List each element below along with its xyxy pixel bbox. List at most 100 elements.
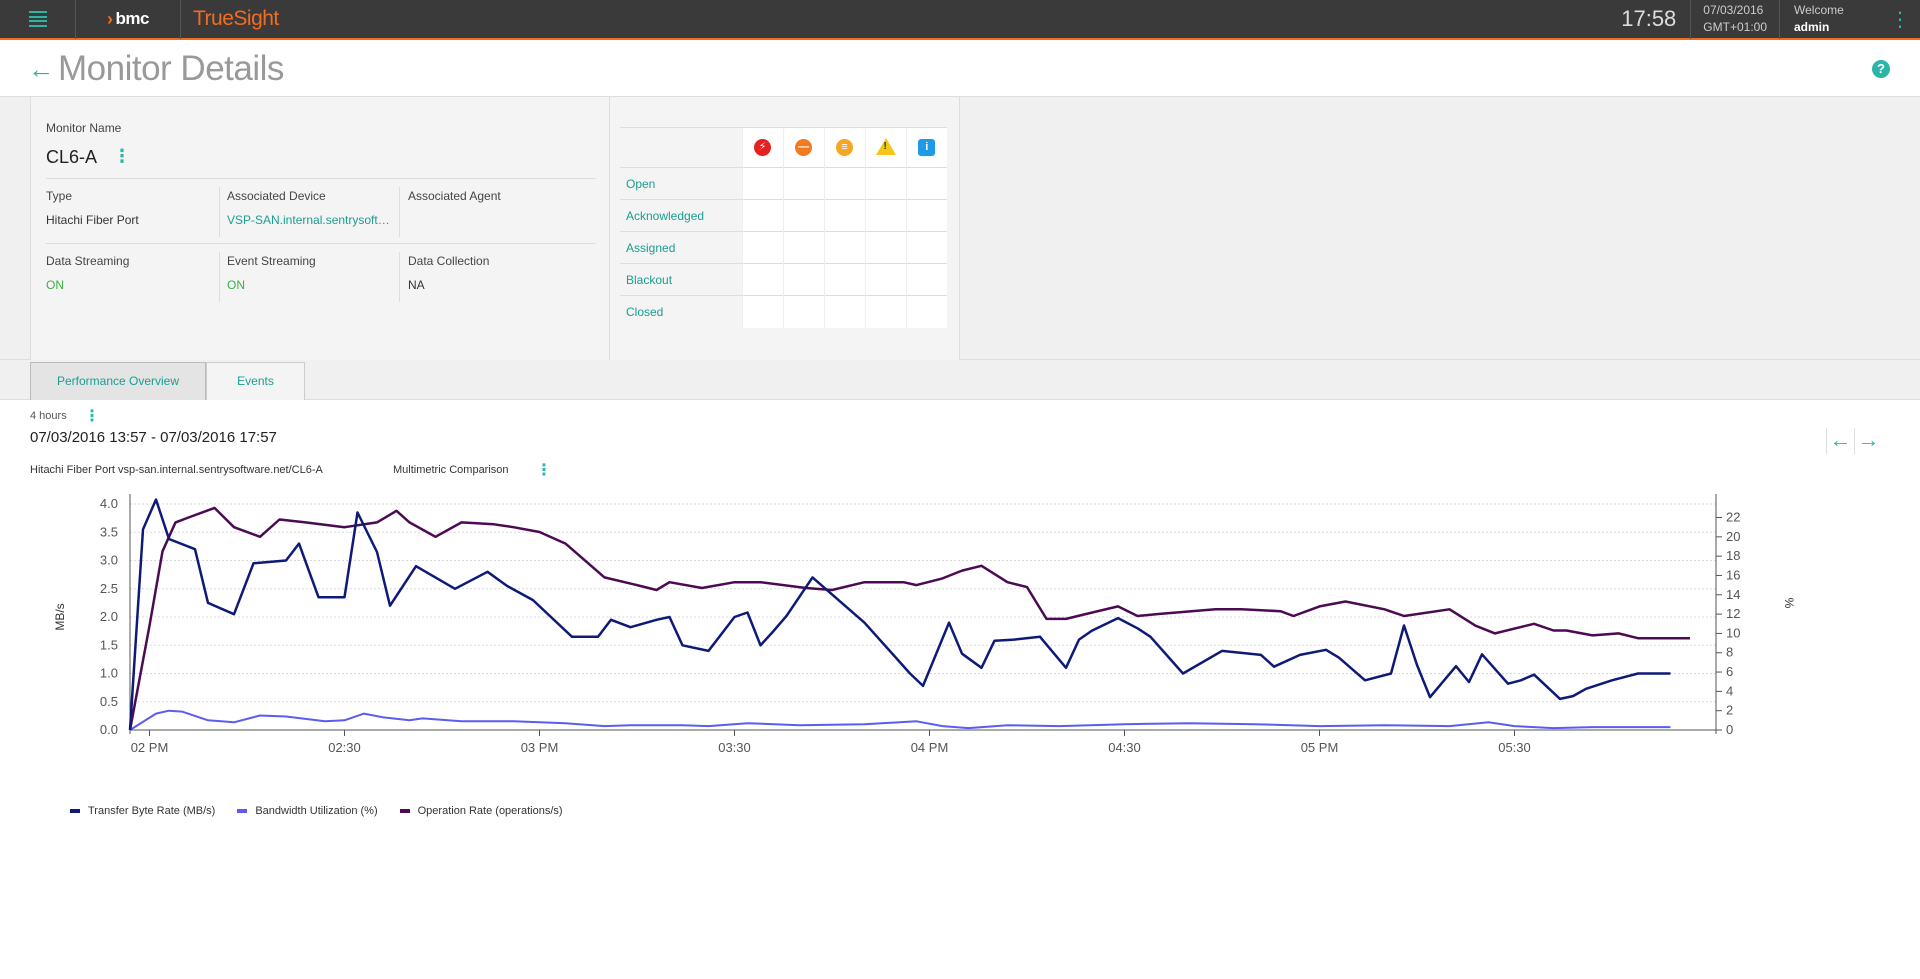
event-count-cell[interactable] [864,231,906,264]
minor-icon: ≡ [836,139,853,156]
chart-subtitle: Hitachi Fiber Port vsp-san.internal.sent… [30,464,323,476]
event-status-label[interactable]: Closed [620,295,742,328]
event-streaming-cell: Event Streaming ON [227,244,407,294]
event-count-cell[interactable] [782,263,824,296]
event-count-cell[interactable] [782,199,824,232]
event-count-cell[interactable] [864,295,906,328]
page-header: ← Monitor Details ? [0,42,1920,97]
x-tick-label: 04 PM [911,740,949,755]
time-range-options-icon[interactable]: ⋮ [84,408,100,425]
event-status-label[interactable]: Open [620,167,742,200]
x-tick-label: 04:30 [1108,740,1141,755]
previous-period-icon[interactable]: ← [1826,428,1854,454]
x-tick-label: 05 PM [1301,740,1339,755]
y-tick-label: 1.5 [100,637,118,652]
event-count-cell[interactable] [782,167,824,200]
page-title: Monitor Details [58,49,284,88]
event-row-closed: Closed [620,295,947,328]
event-count-cell[interactable] [823,231,865,264]
major-icon: — [795,139,812,156]
legend-label: Operation Rate (operations/s) [417,805,563,817]
user-block[interactable]: Welcome admin [1780,2,1880,36]
event-count-cell[interactable] [741,295,783,328]
y2-tick-label: 10 [1726,625,1740,640]
event-count-cell[interactable] [823,295,865,328]
event-count-cell[interactable] [782,295,824,328]
help-icon[interactable]: ? [1872,60,1890,78]
divider [219,187,220,237]
event-summary-table: ⚡ — ≡ ! i Open Acknowledged Assigned Bla… [620,127,947,328]
comparison-options-icon[interactable]: ⋮ [536,462,552,479]
event-status-label[interactable]: Blackout [620,263,742,296]
back-arrow-icon[interactable]: ← [28,54,54,84]
y-tick-label: 2.0 [100,609,118,624]
current-date: 07/03/2016 [1703,3,1764,17]
x-tick-label: 03:30 [718,740,751,755]
y2-tick-label: 18 [1726,548,1740,563]
y2-tick-label: 16 [1726,567,1740,582]
y-tick-label: 1.0 [100,666,118,681]
chart-legend: Transfer Byte Rate (MB/s) Bandwidth Utili… [70,805,563,817]
legend-label: Transfer Byte Rate (MB/s) [88,805,216,817]
monitor-name: CL6-A [46,147,98,167]
legend-item[interactable]: Transfer Byte Rate (MB/s) [70,805,215,817]
x-tick-label: 02:30 [328,740,361,755]
event-count-cell[interactable] [782,231,824,264]
performance-chart[interactable]: 0.0 0.5 1.0 1.5 2.0 2.5 3.0 3.5 4.0 0 2 4 6 8 10 12 14 16… [0,485,1920,795]
y2-tick-label: 12 [1726,606,1740,621]
top-bar: › bmc TrueSight 17:58 07/03/2016 GMT+01:… [0,0,1920,40]
event-status-label[interactable]: Assigned [620,231,742,264]
time-navigation: ← → [1826,428,1882,454]
series-line-bandwidth-utilization [129,709,1671,731]
tab-bar: Performance Overview Events [0,360,1920,400]
date-block: 07/03/2016 GMT+01:00 [1691,2,1779,36]
event-count-cell[interactable] [905,167,947,200]
event-count-cell[interactable] [905,199,947,232]
event-count-cell[interactable] [741,167,783,200]
event-count-cell[interactable] [823,263,865,296]
event-count-cell[interactable] [905,231,947,264]
event-count-cell[interactable] [741,263,783,296]
legend-item[interactable]: Bandwidth Utilization (%) [237,805,378,817]
date-range: 07/03/2016 13:57 - 07/03/2016 17:57 [30,429,277,446]
divider [219,252,220,302]
associated-device-link[interactable]: VSP-SAN.internal.sentrysoftware.net [227,213,392,227]
product-name[interactable]: TrueSight [193,7,279,30]
type-label: Type [46,189,73,203]
event-count-cell[interactable] [864,199,906,232]
event-count-cell[interactable] [741,231,783,264]
hamburger-menu-icon[interactable] [0,0,75,39]
y-tick-label: 4.0 [100,496,118,511]
event-streaming-label: Event Streaming [227,254,316,268]
data-streaming-value: ON [46,278,64,292]
event-row-assigned: Assigned [620,231,947,264]
x-tick-label: 02 PM [131,740,169,755]
y-tick-label: 3.0 [100,553,118,568]
event-row-blackout: Blackout [620,263,947,296]
y2-tick-label: 0 [1726,722,1733,737]
event-summary-card: ⚡ — ≡ ! i Open Acknowledged Assigned Bla… [610,97,960,360]
event-count-cell[interactable] [823,199,865,232]
event-count-cell[interactable] [823,167,865,200]
event-streaming-value: ON [227,278,245,292]
next-period-icon[interactable]: → [1854,428,1882,454]
event-row-acknowledged: Acknowledged [620,199,947,232]
more-options-icon[interactable]: ⋮ [1890,8,1910,31]
event-count-cell[interactable] [905,263,947,296]
y2-tick-label: 14 [1726,587,1740,602]
username: admin [1794,20,1830,34]
tab-events[interactable]: Events [206,362,305,400]
y-tick-label: 0.5 [100,694,118,709]
event-count-cell[interactable] [905,295,947,328]
event-status-label[interactable]: Acknowledged [620,199,742,232]
event-count-cell[interactable] [864,167,906,200]
monitor-actions-icon[interactable]: ⋮ [113,146,131,166]
y2-tick-label: 22 [1726,510,1740,525]
y-tick-label: 2.5 [100,581,118,596]
legend-item[interactable]: Operation Rate (operations/s) [399,805,563,817]
event-count-cell[interactable] [741,199,783,232]
clock-time: 17:58 [1621,6,1677,31]
event-count-cell[interactable] [864,263,906,296]
tab-performance-overview[interactable]: Performance Overview [30,362,206,400]
time-range-label: 4 hours [30,410,67,422]
